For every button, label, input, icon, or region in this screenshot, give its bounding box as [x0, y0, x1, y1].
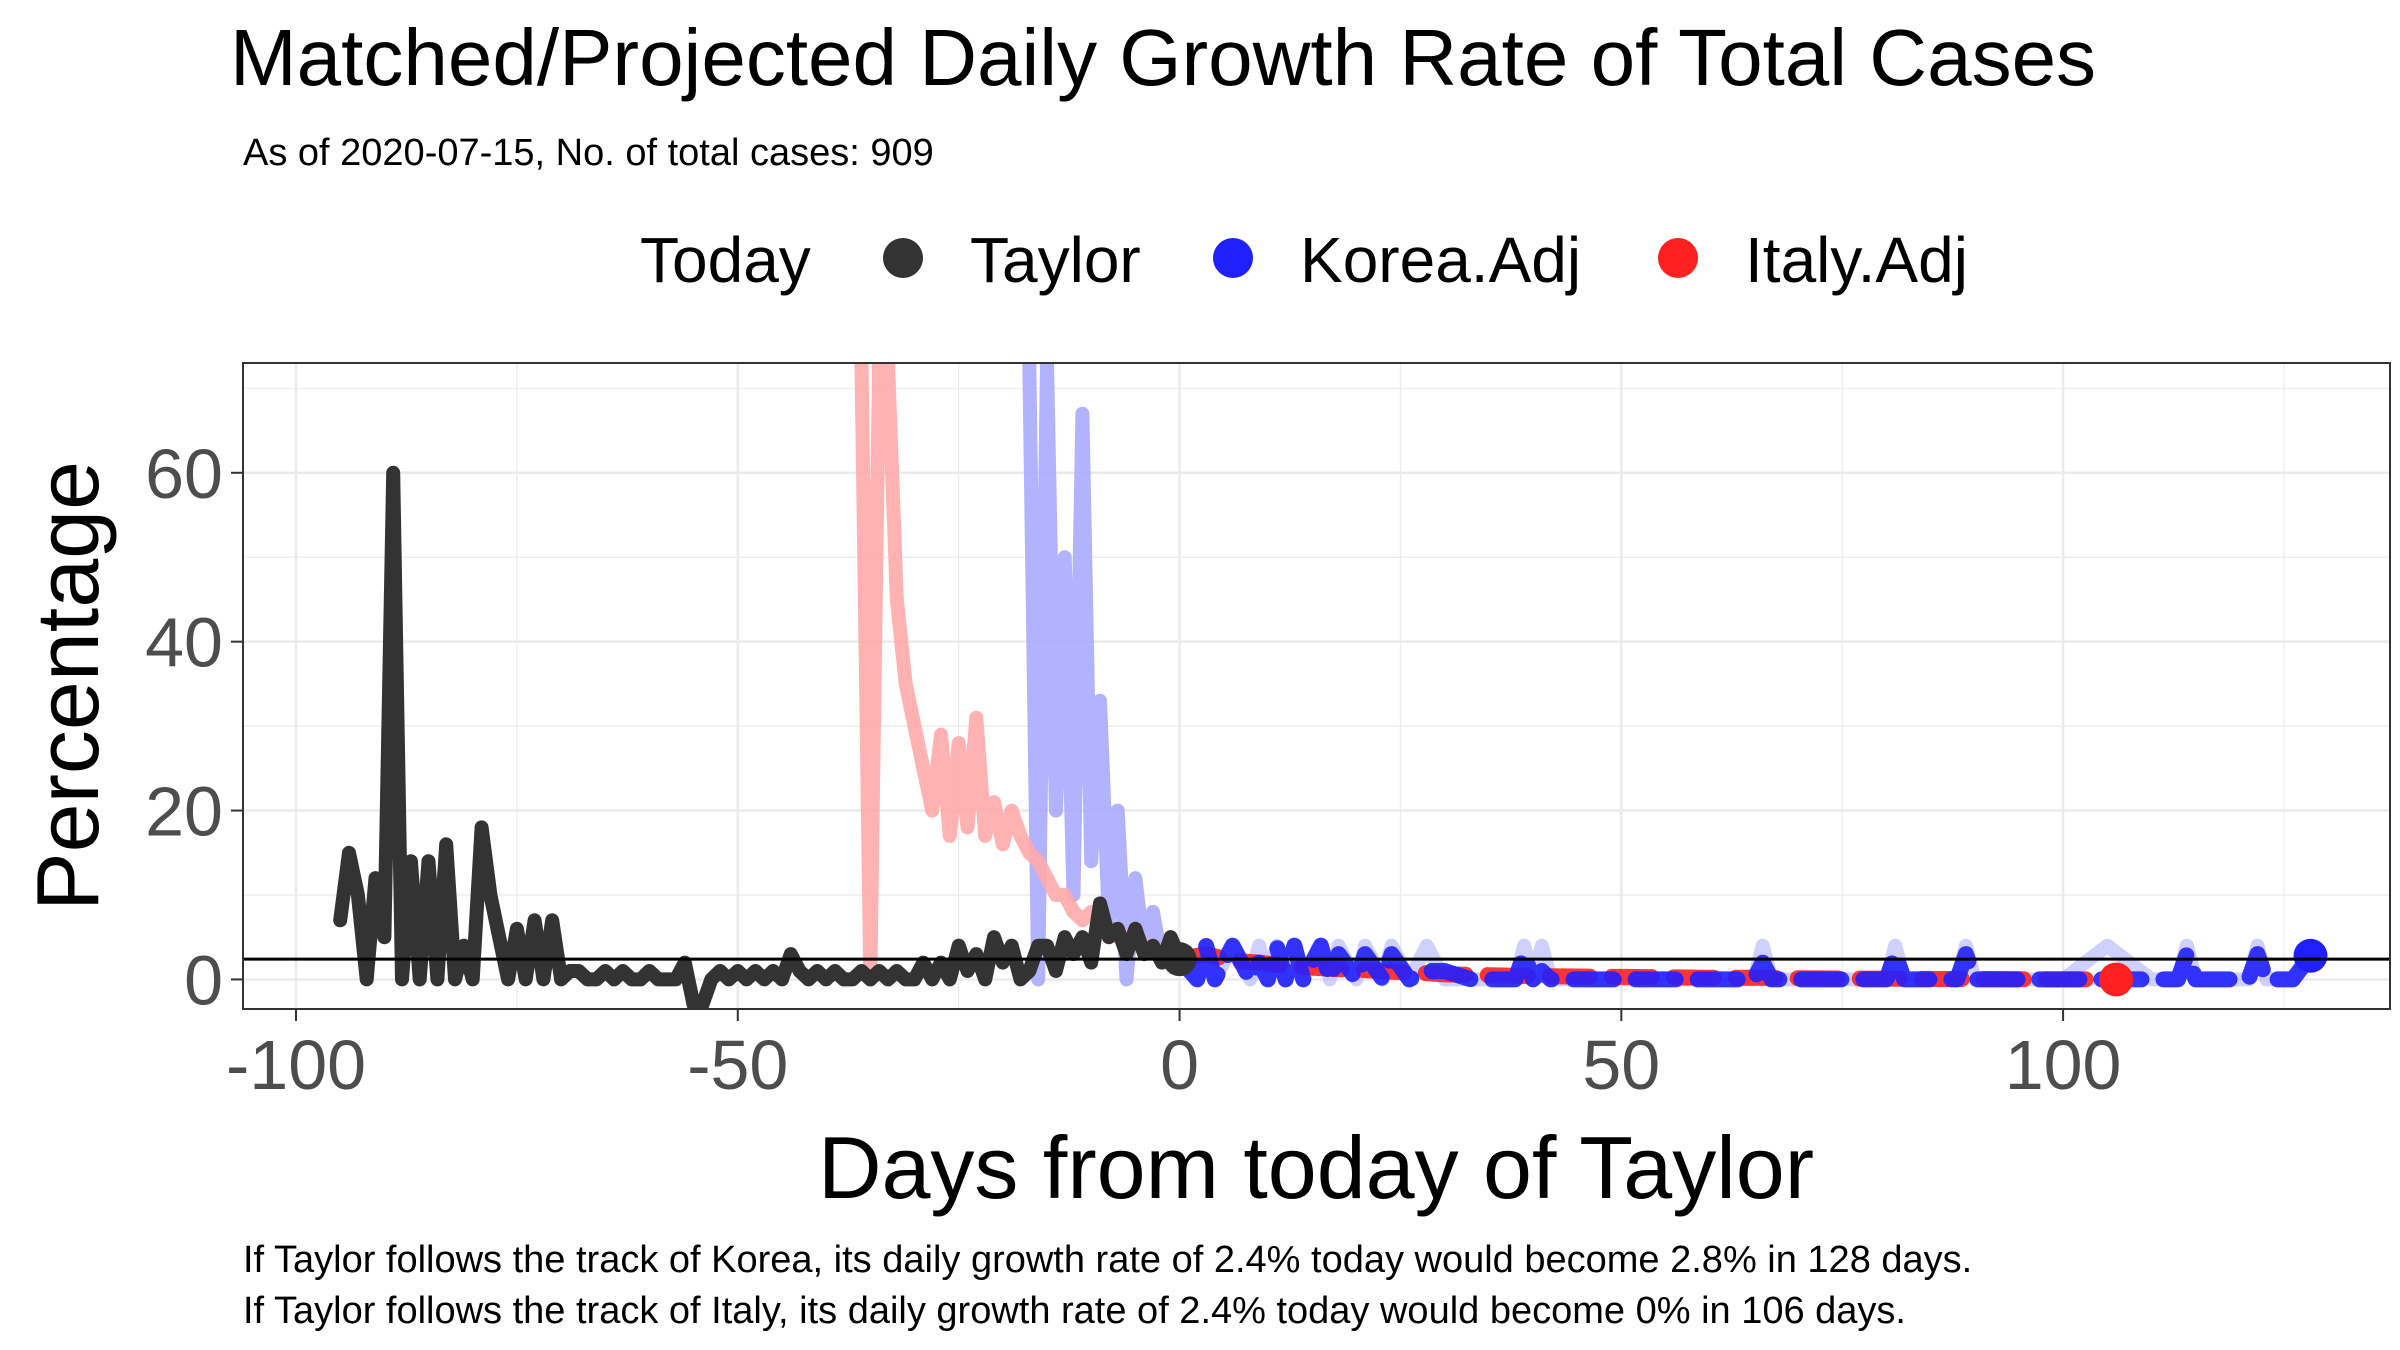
- legend-key-italy: [1658, 238, 1698, 278]
- x-tick-label: -50: [687, 1026, 788, 1104]
- series-line-taylor: [333, 465, 1187, 1009]
- x-tick-label: 50: [1582, 1026, 1660, 1104]
- tick-layer: -100 -50 0 50 100 0 20 40 60: [145, 435, 2121, 1104]
- x-tick-label: 0: [1160, 1026, 1199, 1104]
- legend-label-korea: Korea.Adj: [1300, 224, 1581, 296]
- legend-label-italy: Italy.Adj: [1745, 224, 1968, 296]
- x-tick-label: -100: [226, 1026, 366, 1104]
- y-tick-label: 60: [145, 435, 223, 513]
- legend-key-taylor: [883, 238, 923, 278]
- y-tick-label: 0: [184, 941, 223, 1019]
- y-tick-label: 20: [145, 773, 223, 851]
- plot-border: [242, 362, 2391, 1010]
- series-layer: [333, 363, 2328, 1009]
- endpoint-marker-korea-adj: [2293, 938, 2328, 973]
- legend-key-korea: [1213, 238, 1253, 278]
- chart-title: Matched/Projected Daily Growth Rate of T…: [230, 13, 2096, 102]
- series-line-korea-adj-matched: [1022, 363, 1187, 987]
- legend-label-taylor: Taylor: [970, 224, 1141, 296]
- endpoint-marker-italy-adj: [2099, 962, 2134, 997]
- x-axis-title: Days from today of Taylor: [818, 1118, 1814, 1217]
- legend: Today Taylor Korea.Adj Italy.Adj: [640, 224, 1968, 296]
- chart-subtitle: As of 2020-07-15, No. of total cases: 90…: [243, 132, 934, 174]
- legend-title: Today: [640, 224, 811, 296]
- plot-panel: [243, 363, 2390, 1009]
- y-axis-title: Percentage: [18, 461, 117, 911]
- y-tick-label: 40: [145, 604, 223, 682]
- caption-italy: If Taylor follows the track of Italy, it…: [243, 1290, 1906, 1332]
- caption-korea: If Taylor follows the track of Korea, it…: [243, 1239, 1972, 1281]
- x-tick-label: 100: [2005, 1026, 2122, 1104]
